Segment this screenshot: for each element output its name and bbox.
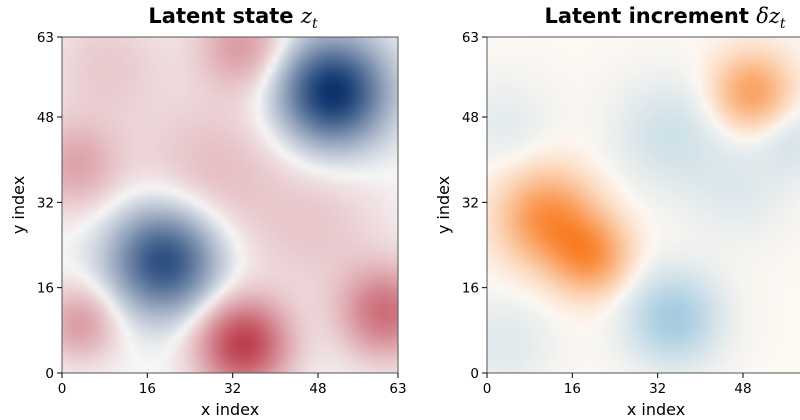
y-tick-label: 48 [37, 110, 54, 126]
plot-area-latent-state [61, 36, 399, 374]
heatmap-image-latent-state [62, 37, 398, 373]
y-axis-ticks: 0 16 32 48 63 [462, 30, 487, 382]
y-tick-label: 16 [37, 281, 54, 297]
y-tick-label: 32 [37, 195, 54, 211]
plot-frame [61, 36, 399, 374]
x-axis-label: x index [201, 400, 259, 419]
y-tick-label: 0 [470, 366, 479, 382]
x-tick-label: 48 [734, 381, 751, 397]
x-tick-label: 63 [389, 381, 406, 397]
heatmap-image-latent-increment [487, 37, 800, 373]
x-tick-label: 16 [564, 381, 581, 397]
y-tick-label: 48 [462, 110, 479, 126]
y-tick-label: 63 [462, 30, 479, 46]
plot-area-latent-increment [486, 36, 800, 374]
x-axis-label: x index [627, 400, 685, 419]
x-axis-ticks: 0 16 32 48 63 [58, 373, 407, 397]
x-tick-label: 16 [139, 381, 156, 397]
heatmap-panel-latent-state: Latent state zt 0 16 32 48 63 0 16 32 48 63 x in… [9, 4, 407, 419]
y-axis-label: y index [434, 176, 453, 234]
heatmap-panel-latent-increment: Latent increment δzt 0 16 32 48 0 16 32 48 63 x… [425, 0, 800, 420]
chart-title-latent-increment: Latent increment δzt [544, 4, 785, 32]
x-tick-label: 48 [309, 381, 326, 397]
x-tick-label: 0 [483, 381, 492, 397]
x-tick-label: 32 [649, 381, 666, 397]
y-tick-label: 16 [462, 281, 479, 297]
y-tick-label: 63 [37, 30, 54, 46]
heatmap-chart-latent-state: Latent state zt 0 16 32 48 63 0 16 32 48 63 x in… [9, 4, 407, 419]
y-axis-ticks: 0 16 32 48 63 [37, 30, 62, 382]
x-axis-ticks: 0 16 32 48 [483, 373, 752, 397]
heatmap-chart-latent-increment: Latent increment δzt 0 16 32 48 0 16 32 48 63 x… [434, 4, 800, 419]
y-tick-label: 32 [462, 195, 479, 211]
chart-title-latent-state: Latent state zt [148, 4, 318, 32]
x-tick-label: 32 [224, 381, 241, 397]
y-axis-label: y index [9, 176, 28, 234]
x-tick-label: 0 [58, 381, 67, 397]
y-tick-label: 0 [45, 366, 54, 382]
plot-frame [486, 36, 800, 374]
